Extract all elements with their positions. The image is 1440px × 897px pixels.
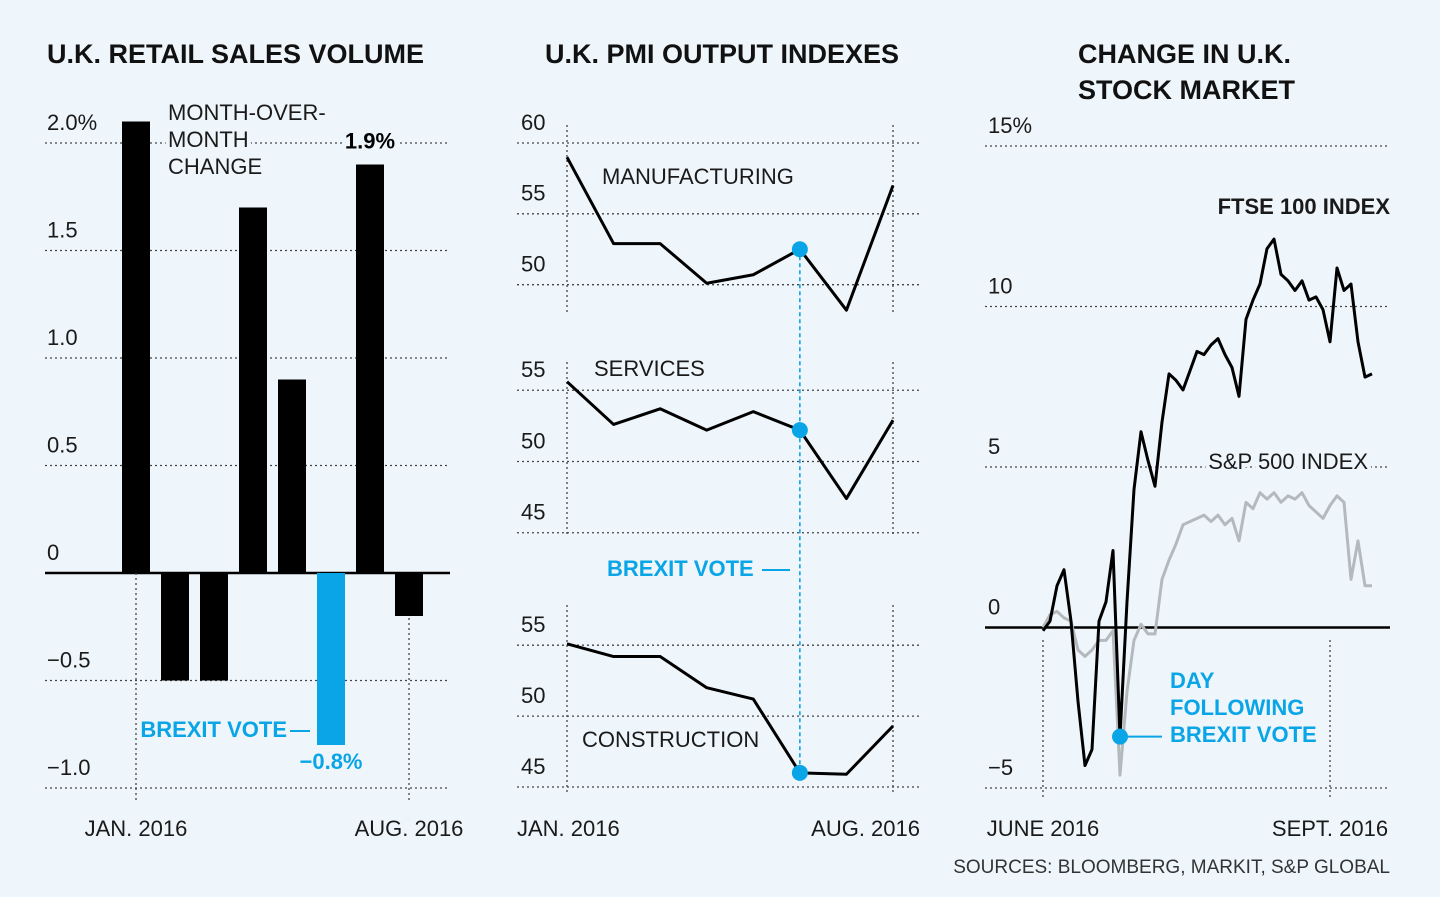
y-tick-label: 45: [521, 754, 545, 779]
annotation: BREXIT VOTE: [140, 717, 287, 742]
chart-title: CHANGE IN U.K.: [1078, 39, 1291, 69]
y-tick-label: −5: [988, 755, 1013, 780]
series-label: SERVICES: [594, 356, 705, 381]
annotation: BREXIT VOTE: [607, 556, 754, 581]
y-tick-label: 45: [521, 500, 545, 525]
value-label: 1.9%: [345, 128, 395, 153]
y-tick-label: 55: [521, 357, 545, 382]
x-tick-label: JUNE 2016: [987, 816, 1100, 841]
bar: [122, 121, 150, 573]
y-tick-label: −0.5: [47, 647, 90, 672]
bar: [395, 573, 423, 616]
source-note: SOURCES: BLOOMBERG, MARKIT, S&P GLOBAL: [953, 857, 1390, 878]
annotation: BREXIT VOTE: [1170, 722, 1317, 747]
y-tick-label: 2.0%: [47, 110, 97, 135]
y-tick-label: 0: [988, 594, 1000, 619]
series-label: S&P 500 INDEX: [1208, 449, 1368, 474]
chart-title: U.K. RETAIL SALES VOLUME: [47, 39, 424, 69]
y-tick-label: 50: [521, 428, 545, 453]
y-tick-label: 0: [47, 540, 59, 565]
y-tick-label: 50: [521, 683, 545, 708]
annotation: MONTH: [168, 127, 249, 152]
series-label: MANUFACTURING: [602, 164, 794, 189]
y-tick-label: 1.5: [47, 217, 78, 242]
y-tick-label: 1.0: [47, 325, 78, 350]
x-tick-label: SEPT. 2016: [1272, 816, 1388, 841]
y-tick-label: 55: [521, 612, 545, 637]
y-tick-label: 60: [521, 110, 545, 135]
chart-title: U.K. PMI OUTPUT INDEXES: [545, 39, 899, 69]
x-tick-label: JAN. 2016: [517, 816, 620, 841]
series-label: CONSTRUCTION: [582, 727, 759, 752]
highlight-dot: [791, 764, 808, 781]
y-tick-label: 0.5: [47, 432, 78, 457]
bar: [161, 573, 189, 681]
line: [566, 642, 895, 776]
annotation: CHANGE: [168, 154, 262, 179]
highlight-dot: [791, 241, 808, 258]
series-label: FTSE 100 INDEX: [1218, 194, 1391, 219]
y-tick-label: 55: [521, 181, 545, 206]
chart-title: STOCK MARKET: [1078, 75, 1296, 105]
y-tick-label: −1.0: [47, 755, 90, 780]
line: [565, 380, 895, 501]
y-tick-label: 5: [988, 434, 1000, 459]
bar: [239, 207, 267, 573]
annotation: DAY: [1170, 668, 1215, 693]
bar: [317, 573, 345, 745]
bar: [356, 164, 384, 573]
highlight-dot: [791, 422, 808, 439]
x-tick-label: JAN. 2016: [85, 816, 188, 841]
y-tick-label: 50: [521, 251, 545, 276]
highlight-dot: [1112, 728, 1128, 745]
y-tick-label: 15%: [988, 113, 1032, 138]
y-tick-label: 10: [988, 273, 1012, 298]
line: [1041, 237, 1373, 768]
x-tick-label: AUG. 2016: [811, 816, 920, 841]
annotation: FOLLOWING: [1170, 695, 1304, 720]
line: [565, 156, 895, 312]
annotation: MONTH-OVER-: [168, 100, 326, 125]
bar: [278, 379, 306, 573]
x-tick-label: AUG. 2016: [355, 816, 464, 841]
bar: [200, 573, 228, 681]
value-label: −0.8%: [300, 749, 363, 774]
